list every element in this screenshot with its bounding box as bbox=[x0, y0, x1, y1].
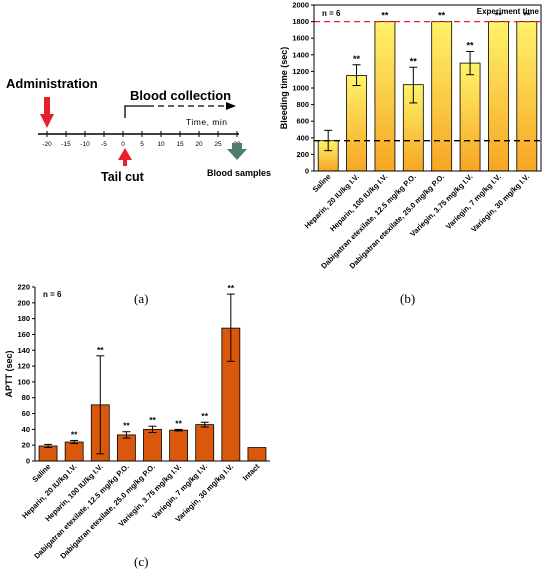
significance-marker: ** bbox=[410, 56, 418, 66]
panel-c-aptt-chart: ** ** ** ** ** ** ** 0 20 40 60 80 100 120 140 160 180 2… bbox=[4, 283, 270, 561]
y-tick-label: 200 bbox=[17, 298, 30, 307]
tail-cut-label: Tail cut bbox=[101, 170, 145, 184]
significance-marker: ** bbox=[175, 418, 182, 428]
panel-b-n-label: n = 6 bbox=[322, 9, 341, 18]
experiment-time-annotation: Experiment time bbox=[477, 7, 540, 16]
y-tick-label: 1000 bbox=[292, 84, 309, 93]
y-tick-label: 40 bbox=[22, 425, 30, 434]
panel-b-y-axis-title: Bleeding time (sec) bbox=[279, 47, 289, 130]
time-axis-title: Time, min bbox=[186, 117, 228, 127]
y-tick-label: 0 bbox=[305, 167, 309, 176]
time-tick-label: 20 bbox=[195, 141, 203, 148]
y-tick-label: 0 bbox=[26, 457, 30, 466]
bleeding-time-bar bbox=[431, 21, 453, 172]
y-tick-label: 60 bbox=[22, 409, 30, 418]
bleeding-time-bar bbox=[488, 21, 509, 172]
category-label: Dabigatran etexilate, 12.5 mg/kg P.O. bbox=[32, 462, 131, 561]
time-tick-label: 0 bbox=[121, 141, 125, 148]
time-tick-label: 10 bbox=[157, 141, 165, 148]
category-label: Saline bbox=[311, 172, 333, 194]
administration-arrow bbox=[40, 97, 54, 128]
aptt-bar bbox=[64, 441, 84, 462]
category-label: Heparin, 20 IU/kg I.V. bbox=[303, 172, 361, 230]
category-label: Saline bbox=[30, 462, 52, 484]
panel-a-timeline: Administration -20-15-10-5051015202530 T… bbox=[6, 76, 271, 184]
significance-marker: ** bbox=[97, 345, 104, 355]
blood-collection-label: Blood collection bbox=[130, 88, 231, 103]
tail-cut-arrow bbox=[118, 148, 132, 166]
time-tick-label: 15 bbox=[176, 141, 184, 148]
significance-marker: ** bbox=[201, 411, 208, 421]
time-tick-label: -15 bbox=[61, 141, 71, 148]
y-tick-label: 1800 bbox=[292, 17, 309, 26]
significance-marker: ** bbox=[438, 11, 446, 21]
y-tick-label: 400 bbox=[296, 133, 309, 142]
blood-samples-arrow bbox=[227, 143, 247, 160]
significance-marker: ** bbox=[523, 11, 531, 21]
bleeding-time-bar bbox=[516, 21, 538, 172]
aptt-bar bbox=[143, 428, 162, 462]
category-label: Dabigatran etexilate, 25.0 mg/kg P.O. bbox=[58, 462, 157, 561]
y-tick-label: 120 bbox=[17, 362, 30, 371]
significance-marker: ** bbox=[381, 11, 389, 21]
y-tick-label: 220 bbox=[17, 283, 30, 292]
y-tick-label: 2000 bbox=[292, 1, 309, 10]
significance-marker: ** bbox=[353, 54, 361, 64]
panel-b-bleeding-time-chart: ** ** ** ** ** ** ** 0 200 400 600 800 1000 1200 1400… bbox=[279, 1, 542, 271]
y-tick-label: 1200 bbox=[292, 67, 309, 76]
significance-marker: ** bbox=[228, 283, 235, 293]
significance-marker: ** bbox=[467, 40, 475, 50]
bleeding-time-bar bbox=[346, 75, 367, 172]
y-tick-label: 100 bbox=[17, 377, 30, 386]
blood-samples-label: Blood samples bbox=[207, 168, 271, 178]
aptt-bar bbox=[169, 429, 189, 462]
aptt-bar bbox=[38, 445, 58, 462]
time-tick-label: 5 bbox=[140, 141, 144, 148]
blood-collection-bracket bbox=[124, 105, 148, 118]
y-tick-label: 600 bbox=[296, 117, 309, 126]
y-tick-label: 140 bbox=[17, 346, 30, 355]
panel-a-label: (a) bbox=[134, 291, 148, 306]
time-tick-label: -10 bbox=[80, 141, 90, 148]
panel-c-label: (c) bbox=[134, 554, 148, 569]
y-tick-label: 800 bbox=[296, 100, 309, 109]
significance-marker: ** bbox=[149, 415, 156, 425]
y-tick-label: 80 bbox=[22, 393, 30, 402]
category-label: Intact bbox=[241, 462, 262, 483]
time-tick-label: -20 bbox=[42, 141, 52, 148]
significance-marker: ** bbox=[123, 421, 130, 431]
y-tick-label: 1400 bbox=[292, 50, 309, 59]
time-tick-label: -5 bbox=[101, 141, 107, 148]
y-tick-label: 200 bbox=[296, 150, 309, 159]
administration-label: Administration bbox=[6, 76, 98, 91]
aptt-bar bbox=[116, 434, 136, 462]
aptt-bar bbox=[247, 447, 267, 462]
category-label: Variegin, 30 mg/kg I.V. bbox=[469, 172, 531, 234]
panel-b-label: (b) bbox=[400, 291, 415, 306]
y-tick-label: 20 bbox=[22, 441, 30, 450]
panel-c-n-label: n = 6 bbox=[43, 290, 62, 299]
y-tick-label: 1600 bbox=[292, 34, 309, 43]
significance-marker: ** bbox=[71, 429, 78, 439]
time-tick-label: 25 bbox=[214, 141, 222, 148]
blood-collection-arrowhead bbox=[226, 102, 236, 110]
bleeding-time-bar bbox=[374, 21, 396, 172]
panel-c-y-axis-title: APTT (sec) bbox=[4, 350, 14, 397]
panel-b-plot-frame bbox=[313, 4, 542, 172]
aptt-bar bbox=[195, 424, 215, 462]
y-tick-label: 160 bbox=[17, 330, 30, 339]
significance-marker: ** bbox=[495, 11, 503, 21]
bleeding-time-bar bbox=[459, 62, 481, 172]
y-tick-label: 180 bbox=[17, 314, 30, 323]
